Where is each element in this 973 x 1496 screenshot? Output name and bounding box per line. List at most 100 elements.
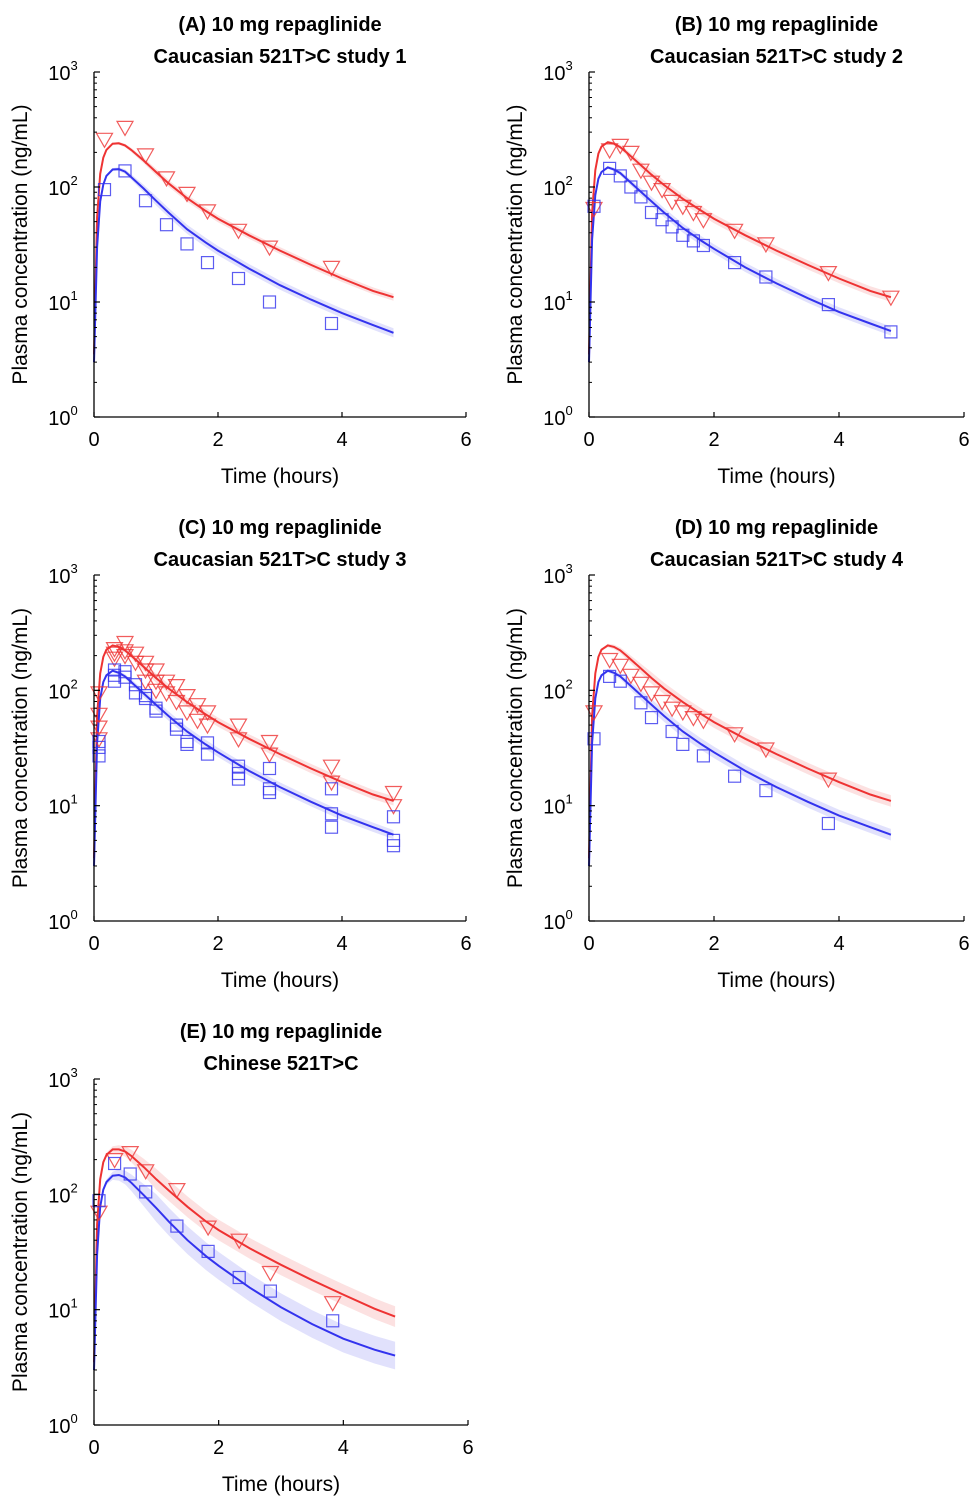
panel-e-triangle-point [323,1296,342,1312]
panel-c-triangle-point [146,663,166,680]
panel-e-x-tick-label: 6 [462,1437,473,1459]
panel-b-square-point [665,220,679,234]
panel-e-triangle-point [261,1265,280,1282]
panel-b-triangle-point [600,143,619,160]
panel-d-square-point [587,732,601,746]
panel-c-triangle-point [177,688,197,705]
panel-e-triangle-point [199,1220,218,1237]
panel-c-square-point [231,772,246,786]
panel-a-triangle-point [260,240,279,257]
panel-e-y-tick-label: 102 [48,1180,77,1207]
panel-d: (D) 10 mg repaglinide Caucasian 521T>C st… [504,517,970,992]
panel-b-y-tick-label: 101 [543,288,572,315]
panel-e-triangle-point [136,1164,155,1181]
panel-c-triangle-point [89,720,109,737]
panel-e-title: (E) 10 mg repaglinide [180,1021,382,1043]
panel-c-square-point [231,759,246,773]
panel-c-triangle-point [105,646,124,663]
panel-e-y-tick-label: 103 [48,1065,77,1092]
panel-d-x-tick-label: 0 [583,933,594,955]
panel-a-triangle-point [95,132,114,149]
panel-d-curve-0 [588,644,892,859]
panel-b-title: (B) 10 mg repaglinide [675,14,878,36]
panel-d-title: (D) 10 mg repaglinide [675,517,878,539]
panel-a-triangle-point [136,148,155,165]
panel-e-square-point [326,1314,340,1328]
panel-a-triangle-point [177,186,197,203]
panel-c-square-point [200,736,215,750]
panel-b-square-point [696,238,711,253]
panel-b-square-point [884,325,898,339]
panel-d-curve-1 [588,669,892,867]
panel-a-y-tick-label: 103 [48,58,77,85]
panel-c-triangle-point [198,718,217,735]
panel-c: (C) 10 mg repaglinide Caucasian 521T>C st… [9,517,472,992]
panel-b-x-tick-label: 2 [708,429,719,451]
panel-c-square-point [386,839,401,853]
panel-a-square-point [262,295,277,309]
panel-a-square-point [180,237,194,251]
panel-c-triangle-point [89,686,109,703]
panel-e-band-0 [94,1145,396,1363]
panel-a-subtitle: Caucasian 521T>C study 1 [154,46,407,68]
panel-c-x-label: Time (hours) [221,969,339,992]
panel-c-y-label: Plasma concentration (ng/mL) [9,608,32,888]
panel-a-title: (A) 10 mg repaglinide [178,14,381,36]
panel-c-subtitle: Caucasian 521T>C study 3 [154,549,407,571]
panel-c-square-point [149,704,163,718]
panel-e-square-point [170,1219,184,1233]
panel-e-triangle-point [105,1152,124,1169]
panel-d-square-point [696,749,711,763]
panel-c-square-point [262,785,277,800]
panel-d-square-point [759,783,773,798]
panel-b-triangle-point [584,201,604,218]
panel-a-x-tick-label: 6 [460,429,471,451]
panel-c-band-0 [94,644,394,859]
panel-b-square-point [587,199,601,213]
panel-c-x-tick-label: 0 [88,933,99,955]
panel-a-triangle-point [198,204,217,221]
panel-c-x-tick-label: 4 [336,933,347,955]
panel-d-square-point [676,737,690,752]
panel-c-triangle-point [384,799,403,815]
panel-d-y-tick-label: 102 [543,676,572,703]
panel-b: (B) 10 mg repaglinide Caucasian 521T>C st… [504,14,970,488]
panel-c-square-point [324,820,339,834]
panel-d-x-tick-label: 6 [958,933,969,955]
panel-b-y-tick-label: 102 [543,173,572,200]
panel-c-square-point [386,810,401,824]
panel-b-curve-1 [588,166,892,363]
panel-c-square-point [92,740,106,755]
panel-b-y-label: Plasma concentration (ng/mL) [504,104,527,384]
panel-c-square-point [180,737,194,752]
panel-c-square-point [118,670,132,684]
panel-d-square-point [634,696,648,710]
panel-b-y-tick-label: 100 [543,403,572,430]
panel-c-x-tick-label: 6 [460,933,471,955]
panel-d-triangle-point [621,668,640,685]
panel-e-y-tick-label: 101 [48,1296,77,1323]
panel-b-square-point [655,213,669,227]
panel-b-x-tick-label: 4 [833,429,844,451]
panel-b-x-label: Time (hours) [717,465,835,488]
panel-e-x-tick-label: 4 [338,1437,349,1459]
panel-c-triangle-point [157,686,176,703]
panel-d-subtitle: Caucasian 521T>C study 4 [650,549,904,571]
panel-c-square-point [138,691,153,706]
panel-d-triangle-point [725,727,744,744]
panel-c-triangle-point [167,694,186,711]
panel-e-x-tick-label: 2 [213,1437,224,1459]
panel-c-title: (C) 10 mg repaglinide [178,517,381,539]
panel-a-y-tick-label: 102 [48,173,77,200]
panel-c-triangle-point [322,759,341,776]
panel-a-curve-1 [93,168,394,363]
panel-b-x-tick-label: 6 [958,429,969,451]
panel-d-square-point [727,769,742,783]
panel-a-square-point [118,164,132,178]
panel-b-triangle-point [631,163,650,180]
panel-b-triangle-point [756,237,775,254]
panel-c-triangle-point [136,655,155,672]
panel-c-y-tick-label: 102 [48,676,77,703]
panel-e-square-point [201,1244,215,1259]
